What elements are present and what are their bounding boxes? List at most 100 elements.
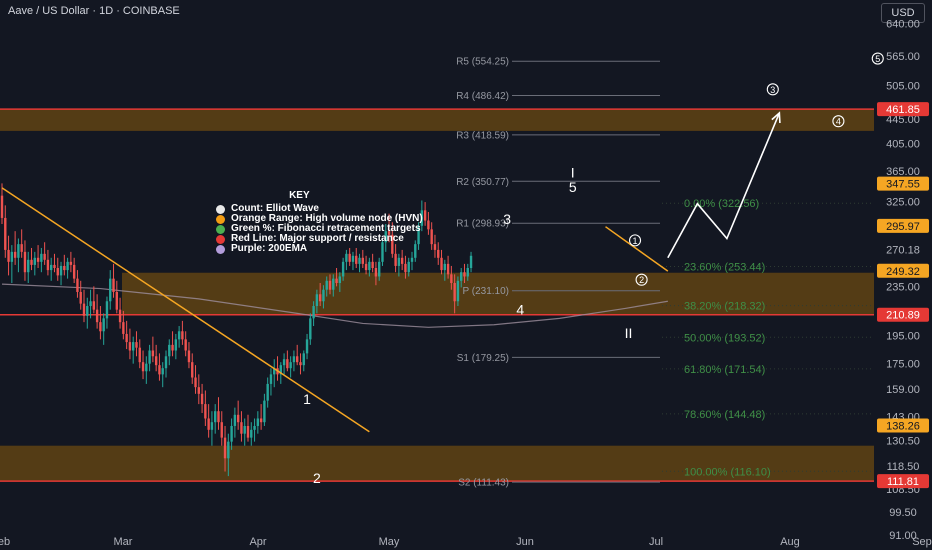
candle-body <box>456 280 460 302</box>
candle-body <box>43 253 46 260</box>
price-tag <box>877 474 929 489</box>
candle-body <box>168 344 171 357</box>
candle-body <box>460 272 463 281</box>
candle-body <box>46 259 50 271</box>
candle-body <box>220 422 223 438</box>
candle-body <box>351 255 355 262</box>
price-tag <box>877 102 929 117</box>
fib-label: 61.80% (171.54) <box>684 364 765 376</box>
candle-body <box>381 242 384 262</box>
candle-body <box>56 268 59 276</box>
circled-label: 2 <box>639 275 644 285</box>
candle-body <box>423 210 427 221</box>
candle-body <box>400 257 404 264</box>
legend-label: Count: Elliot Wave <box>231 203 319 214</box>
candle-body <box>79 291 82 304</box>
candle-body <box>404 263 407 273</box>
candle-body <box>69 261 73 265</box>
candle-body <box>125 333 128 343</box>
candle-body <box>164 356 168 369</box>
candle-body <box>282 359 286 366</box>
circled-label-ring <box>832 115 845 128</box>
price-tag <box>877 176 929 191</box>
candle-body <box>36 257 40 262</box>
candle-body <box>384 231 387 243</box>
price-tag-label: 249.32 <box>886 266 920 278</box>
candle-body <box>299 362 302 366</box>
currency-button[interactable]: USD <box>881 3 925 23</box>
y-tick-label: 91.00 <box>889 530 917 542</box>
candle-body <box>250 429 253 438</box>
y-tick-label: 565.00 <box>886 51 920 63</box>
candle-body <box>240 422 243 434</box>
price-tag-label: 210.89 <box>886 310 920 322</box>
circled-label: 5 <box>875 54 880 64</box>
candle-body <box>273 368 276 375</box>
legend: KEY Count: Elliot Wave Orange Range: High… <box>216 191 423 254</box>
circled-label: 1 <box>633 236 638 246</box>
candle-body <box>194 377 197 388</box>
candle-body <box>246 425 250 438</box>
candle-body <box>174 339 178 351</box>
price-tag-label: 461.85 <box>886 104 920 116</box>
candle-body <box>420 210 424 226</box>
price-tag <box>877 263 929 278</box>
candle-body <box>7 249 10 262</box>
y-tick-label: 159.00 <box>886 384 920 396</box>
y-tick-label: 175.00 <box>886 359 920 371</box>
candle-body <box>27 259 30 273</box>
legend-label: Green %: Fibonacci retracement targets <box>231 223 421 234</box>
candle-body <box>118 309 122 323</box>
candle-body <box>217 411 220 423</box>
candle-body <box>82 303 86 316</box>
candle-body <box>115 291 118 310</box>
y-tick-label: 235.00 <box>886 281 920 293</box>
candle-body <box>269 374 273 384</box>
y-tick-label: 99.50 <box>889 507 917 519</box>
trend-line <box>1 187 370 433</box>
candle-body <box>309 318 312 340</box>
candle-body <box>141 362 145 372</box>
candle-body <box>92 301 96 310</box>
candle-body <box>148 350 151 364</box>
legend-swatch <box>216 204 225 214</box>
candle-body <box>17 244 20 258</box>
y-tick-label: 405.00 <box>886 139 920 151</box>
candle-body <box>397 257 401 266</box>
candle-body <box>132 342 135 351</box>
candle-body <box>325 280 328 290</box>
candle-body <box>23 251 27 273</box>
hvn-zone <box>0 109 874 131</box>
candle-body <box>50 264 53 271</box>
candle-body <box>53 264 56 269</box>
x-tick-label: Mar <box>114 536 133 548</box>
legend-swatch <box>216 244 225 254</box>
circled-label-ring <box>766 83 779 96</box>
candle-body <box>322 289 325 302</box>
candle-body <box>332 278 335 290</box>
candle-body <box>40 253 43 262</box>
candle-body <box>410 257 414 262</box>
candle-body <box>102 318 105 332</box>
wave-label: 5 <box>569 179 577 195</box>
candle-body <box>135 342 138 348</box>
candle-body <box>292 356 296 363</box>
candle-body <box>72 264 76 279</box>
candle-body <box>4 217 7 250</box>
candle-body <box>20 244 23 252</box>
candle-body <box>427 220 430 230</box>
candle-body <box>154 356 158 366</box>
candle-body <box>296 356 299 363</box>
candle-body <box>450 274 453 284</box>
candle-body <box>66 261 69 271</box>
legend-item: Count: Elliot Wave <box>216 204 423 214</box>
candle-body <box>214 411 217 423</box>
candle-body <box>463 272 466 277</box>
price-tag <box>877 418 929 433</box>
legend-item: Purple: 200EMA <box>216 244 423 254</box>
fib-label: 78.60% (144.48) <box>684 409 765 421</box>
candle-body <box>394 253 397 266</box>
fib-label: 50.00% (193.52) <box>684 332 765 344</box>
candle-body <box>161 368 164 375</box>
